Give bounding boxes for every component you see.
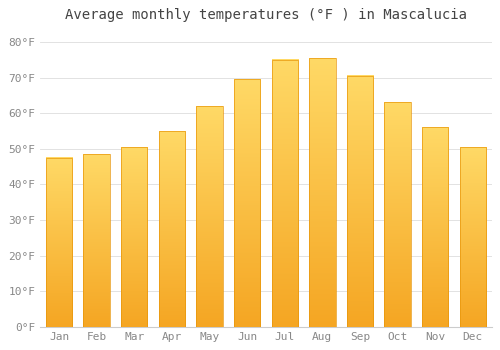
Bar bbox=[234, 79, 260, 327]
Bar bbox=[158, 131, 185, 327]
Bar bbox=[121, 147, 148, 327]
Bar bbox=[384, 103, 411, 327]
Bar bbox=[347, 76, 373, 327]
Bar bbox=[272, 60, 298, 327]
Bar bbox=[460, 147, 486, 327]
Bar bbox=[84, 154, 110, 327]
Bar bbox=[196, 106, 222, 327]
Bar bbox=[46, 158, 72, 327]
Title: Average monthly temperatures (°F ) in Mascalucia: Average monthly temperatures (°F ) in Ma… bbox=[65, 8, 467, 22]
Bar bbox=[422, 127, 448, 327]
Bar bbox=[309, 58, 336, 327]
